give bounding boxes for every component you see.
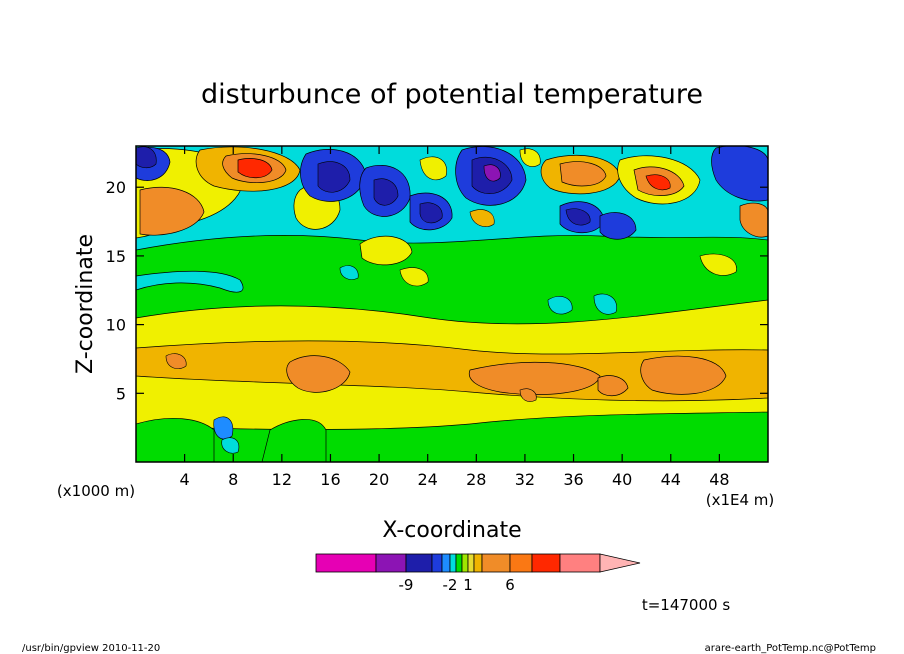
colorbar-segment: [455, 553, 463, 573]
colorbar-segment: [405, 553, 433, 573]
colorbar-segment: [467, 553, 475, 573]
colorbar-segment: [531, 553, 561, 573]
contour-field: [136, 146, 768, 462]
colorbar-label: 1: [463, 576, 473, 594]
x-tick-label: 36: [563, 470, 583, 489]
colorbar-segment: [461, 553, 469, 573]
colorbar-label: -2: [443, 576, 458, 594]
colorbar-segment: [559, 553, 601, 573]
colorbar-segment: [449, 553, 457, 573]
colorbar-segment: [441, 553, 451, 573]
colorbar-label: -9: [399, 576, 414, 594]
x-tick-label: 16: [320, 470, 340, 489]
x-tick-label: 4: [180, 470, 190, 489]
y-axis: 5 10 15 20: [106, 178, 768, 403]
footer-right: arare-earth_PotTemp.nc@PotTemp: [705, 643, 876, 654]
colorbar-label: 6: [505, 576, 515, 594]
y-tick-label: 15: [106, 247, 126, 266]
x-tick-label: 32: [515, 470, 535, 489]
chart-title: disturbunce of potential temperature: [201, 79, 703, 110]
plot-frame: [135, 145, 769, 463]
x-tick-label: 48: [709, 470, 729, 489]
x-tick-label: 28: [466, 470, 486, 489]
colorbar-arrow: [599, 553, 641, 573]
x-multiplier-label: (x1E4 m): [706, 491, 775, 509]
x-axis-title: X-coordinate: [382, 518, 521, 543]
x-axis: 4 8 12 16 20 24 28 32 36 40 44 48: [180, 146, 730, 489]
y-axis-title: Z-coordinate: [73, 234, 98, 374]
colorbar: -9 -2 1 6: [315, 553, 641, 594]
x-tick-label: 40: [612, 470, 632, 489]
x-tick-label: 44: [661, 470, 681, 489]
y-tick-label: 5: [116, 384, 126, 403]
colorbar-segment: [509, 553, 533, 573]
colorbar-segment: [315, 553, 377, 573]
x-tick-label: 20: [369, 470, 389, 489]
y-multiplier-label: (x1000 m): [57, 482, 135, 500]
y-tick-label: 10: [106, 316, 126, 335]
x-tick-label: 24: [418, 470, 438, 489]
time-label: t=147000 s: [642, 596, 730, 614]
colorbar-segment: [481, 553, 511, 573]
colorbar-segment: [375, 553, 407, 573]
x-tick-label: 8: [228, 470, 238, 489]
colorbar-segment: [473, 553, 483, 573]
y-tick-label: 20: [106, 178, 126, 197]
x-tick-label: 12: [272, 470, 292, 489]
footer-left: /usr/bin/gpview 2010-11-20: [22, 643, 160, 654]
colorbar-segment: [431, 553, 443, 573]
